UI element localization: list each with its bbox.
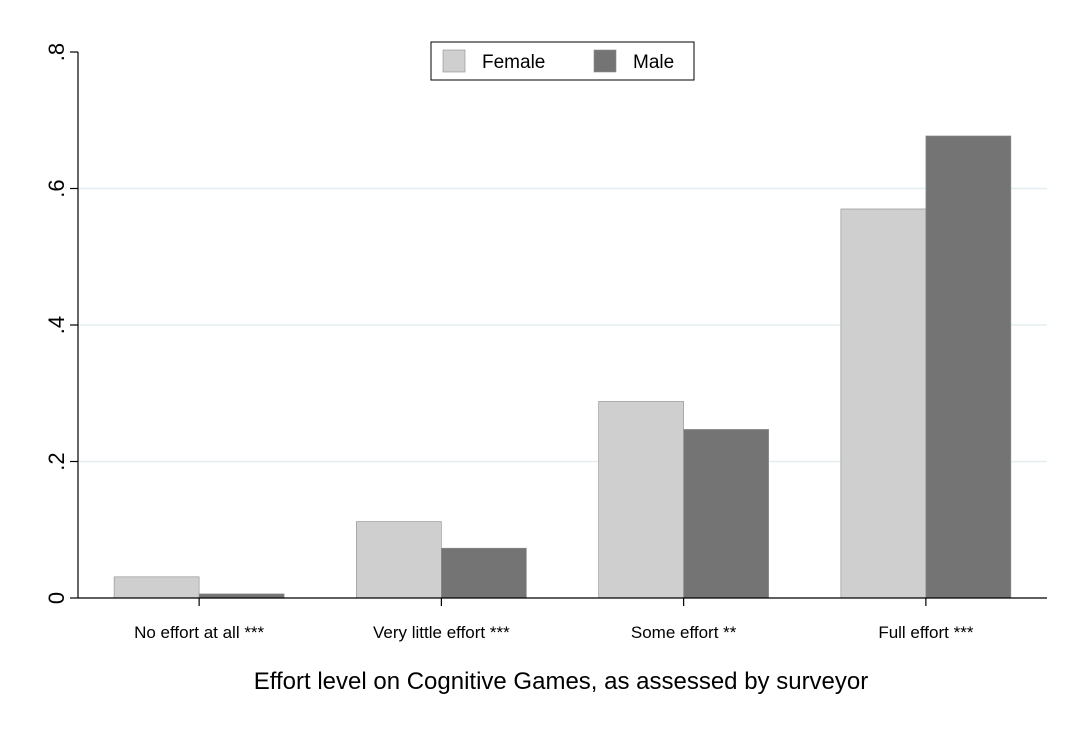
bar-female [113, 576, 200, 599]
y-tick-label: .2 [44, 452, 69, 470]
x-tick-label: Some effort ** [631, 623, 737, 642]
x-tick-label: Very little effort *** [373, 623, 510, 642]
bar-male [198, 593, 285, 599]
legend: Female Male [430, 41, 695, 81]
bar-female [356, 521, 442, 599]
x-axis-label: Effort level on Cognitive Games, as asse… [254, 668, 869, 695]
x-tick-label: No effort at all *** [134, 623, 264, 642]
bar-male [441, 547, 527, 599]
y-tick-label: 0 [44, 592, 69, 604]
legend-label-male: Male [633, 52, 674, 73]
x-tick-label: Full effort *** [878, 623, 974, 642]
x-tick-labels: No effort at all *** Very little effort *… [134, 598, 974, 642]
bar-male [683, 429, 769, 599]
bar-female [840, 208, 927, 599]
y-tick-label: .8 [44, 43, 69, 61]
legend-label-female: Female [482, 52, 545, 73]
legend-swatch-male [593, 49, 617, 73]
y-ticks: 0 .2 .4 .6 .8 [44, 43, 78, 604]
bars [113, 135, 1012, 599]
bar-male [925, 135, 1012, 599]
legend-box [430, 41, 695, 81]
y-tick-label: .4 [44, 316, 69, 334]
legend-swatch-female [442, 49, 466, 73]
bar-female [598, 401, 684, 599]
y-tick-label: .6 [44, 179, 69, 197]
